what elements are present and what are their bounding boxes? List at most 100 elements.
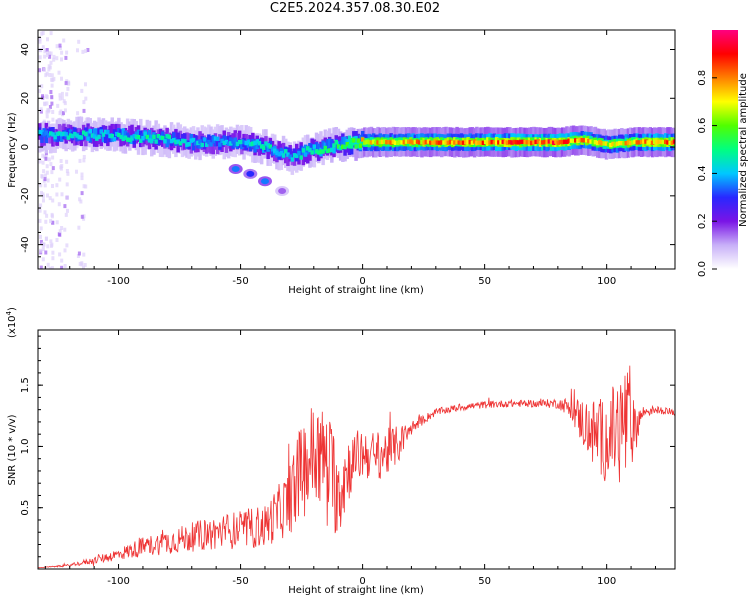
- heatmap-noise-cell: [82, 158, 86, 163]
- heatmap-ridge-cell: [224, 139, 229, 145]
- heatmap-ridge-cell: [422, 140, 426, 145]
- heatmap-ridge-cell: [580, 138, 584, 143]
- heatmap-ridge-cell: [114, 131, 119, 137]
- heatmap-ridge-cell: [606, 142, 611, 147]
- heatmap-ridge-cell: [391, 139, 396, 144]
- spectrogram-x-tick-label: -50: [232, 276, 248, 287]
- heatmap-ridge-cell: [451, 140, 455, 145]
- heatmap-ridge-cell: [382, 139, 387, 144]
- heatmap-ridge-cell: [317, 150, 321, 155]
- heatmap-ridge-cell: [259, 144, 264, 149]
- heatmap-ridge-cell: [176, 139, 180, 144]
- heatmap-noise-cell: [42, 242, 46, 247]
- heatmap-ridge-cell: [336, 144, 341, 149]
- heatmap-ridge-cell: [497, 140, 501, 145]
- heatmap-ridge-cell: [389, 140, 393, 145]
- heatmap-ridge-cell: [378, 139, 382, 145]
- heatmap-ridge-cell: [332, 143, 336, 148]
- heatmap-ridge-cell: [130, 124, 134, 142]
- heatmap-noise-cell: [66, 171, 70, 176]
- heatmap-noise-cell: [64, 81, 68, 86]
- heatmap-noise-cell: [75, 144, 79, 149]
- heatmap-noise-cell: [65, 169, 69, 173]
- heatmap-ridge-cell: [387, 139, 391, 145]
- heatmap-ridge-cell: [189, 138, 194, 143]
- heatmap-ridge-cell: [552, 140, 556, 145]
- heatmap-ridge-cell: [53, 135, 57, 140]
- heatmap-ridge-cell: [79, 135, 84, 140]
- heatmap-ridge-cell: [147, 129, 152, 139]
- heatmap-ridge-cell: [301, 148, 306, 153]
- heatmap-noise-cell: [41, 192, 45, 197]
- heatmap-noise-cell: [84, 82, 87, 87]
- heatmap-ridge-cell: [325, 148, 330, 154]
- heatmap-ridge-cell: [549, 139, 554, 145]
- heatmap-ridge-cell: [95, 136, 99, 141]
- heatmap-noise-cell: [39, 265, 43, 269]
- heatmap-noise-cell: [51, 117, 55, 122]
- heatmap-ridge-cell: [429, 140, 433, 145]
- heatmap-ridge-cell: [284, 149, 288, 154]
- heatmap-ridge-cell: [404, 139, 409, 144]
- heatmap-ridge-cell: [431, 140, 435, 145]
- heatmap-ridge-cell: [358, 143, 363, 148]
- heatmap-ridge-cell: [286, 149, 290, 166]
- heatmap-ridge-cell: [57, 132, 62, 142]
- heatmap-noise-cell: [49, 60, 53, 65]
- heatmap-noise-cell: [63, 227, 67, 232]
- heatmap-noise-cell: [47, 64, 51, 69]
- heatmap-ridge-cell: [547, 139, 552, 144]
- heatmap-ridge-cell: [503, 140, 508, 145]
- heatmap-noise-cell: [60, 265, 64, 269]
- heatmap-noise-cell: [82, 252, 86, 257]
- heatmap-ridge-cell: [183, 133, 187, 143]
- heatmap-ridge-cell: [433, 139, 437, 144]
- heatmap-ridge-cell: [40, 134, 44, 143]
- heatmap-ridge-cell: [659, 139, 664, 145]
- heatmap-ridge-cell: [367, 140, 371, 145]
- heatmap-ridge-cell: [582, 138, 587, 143]
- heatmap-ridge-cell: [180, 138, 185, 144]
- heatmap-ridge-cell: [211, 138, 215, 144]
- heatmap-ridge-cell: [51, 132, 55, 137]
- heatmap-ridge-cell: [670, 140, 675, 145]
- heatmap-noise-cell: [39, 183, 43, 188]
- heatmap-noise-cell: [58, 111, 62, 116]
- heatmap-ridge-cell: [354, 135, 358, 145]
- heatmap-noise-cell: [43, 173, 47, 178]
- heatmap-ridge-cell: [156, 134, 161, 139]
- heatmap-noise-cell: [44, 156, 48, 161]
- heatmap-noise-cell: [84, 49, 88, 53]
- heatmap-ridge-cell: [253, 140, 257, 145]
- heatmap-ridge-cell: [185, 142, 189, 147]
- heatmap-noise-cell: [43, 177, 47, 182]
- heatmap-ridge-cell: [642, 139, 646, 144]
- heatmap-ridge-cell: [363, 140, 367, 145]
- spectrogram-y-tick-label: -20: [20, 188, 31, 204]
- heatmap-ridge-cell: [95, 128, 99, 138]
- heatmap-noise-cell: [44, 236, 48, 241]
- heatmap-ridge-cell: [136, 129, 141, 139]
- heatmap-ridge-cell: [154, 139, 158, 144]
- heatmap-ridge-cell: [180, 133, 185, 143]
- heatmap-noise-cell: [47, 67, 51, 72]
- heatmap-noise-cell: [49, 31, 53, 36]
- heatmap-ridge-cell: [369, 140, 374, 145]
- heatmap-ridge-cell: [103, 129, 108, 135]
- spectrogram-x-tick-label: 0: [359, 276, 365, 287]
- heatmap-ridge-cell: [288, 154, 292, 159]
- heatmap-ridge-cell: [207, 136, 211, 153]
- heatmap-ridge-cell: [468, 140, 472, 145]
- heatmap-ridge-cell: [187, 142, 191, 147]
- heatmap-ridge-cell: [84, 129, 88, 147]
- heatmap-ridge-cell: [578, 137, 582, 142]
- spectrogram-y-tick-label: -40: [20, 236, 31, 252]
- heatmap-ridge-cell: [222, 135, 226, 145]
- heatmap-ridge-cell: [222, 140, 226, 146]
- heatmap-ridge-cell: [297, 150, 301, 156]
- heatmap-ridge-cell: [240, 140, 244, 150]
- heatmap-noise-cell: [51, 110, 55, 114]
- heatmap-ridge-cell: [295, 153, 299, 159]
- heatmap-noise-cell: [38, 39, 42, 44]
- heatmap-ridge-cell: [189, 137, 194, 154]
